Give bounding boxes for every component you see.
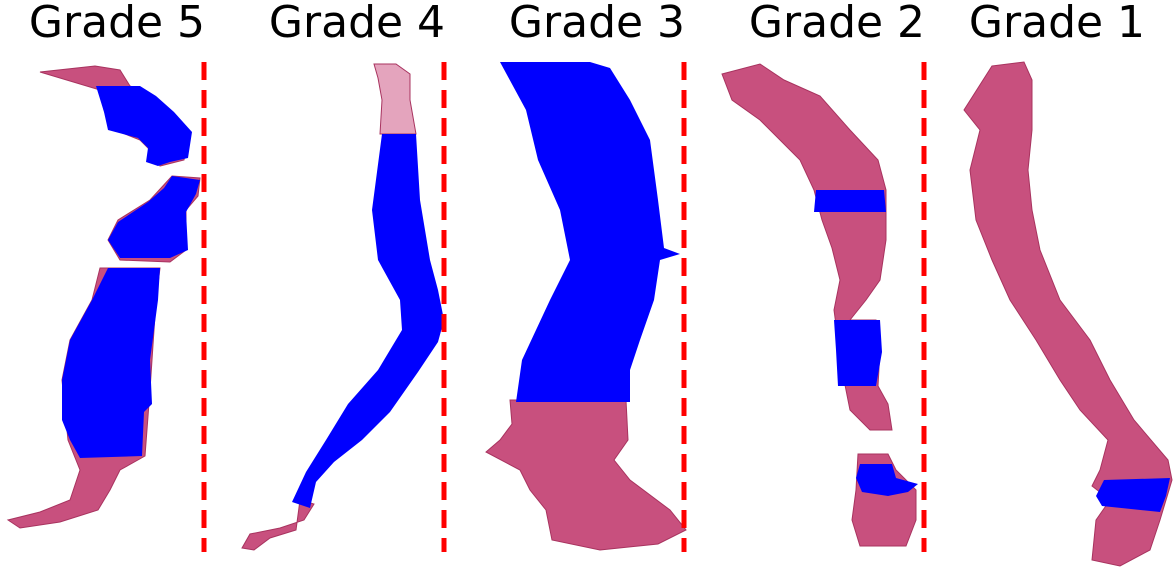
annotation-region xyxy=(834,320,882,386)
panel-title: Grade 4 xyxy=(268,0,446,48)
annotation-region xyxy=(292,134,444,508)
annotation-region xyxy=(1096,478,1170,512)
panel-title: Grade 1 xyxy=(968,0,1146,48)
tissue-core xyxy=(963,61,1173,567)
tissue-core xyxy=(485,399,687,551)
panel-grade-3: Grade 3 xyxy=(480,0,714,574)
annotation-region xyxy=(814,190,886,212)
annotation-region xyxy=(500,62,680,402)
annotation-region xyxy=(108,176,200,258)
panel-title: Grade 3 xyxy=(508,0,686,48)
biopsy-core-image xyxy=(485,62,687,552)
tissue-core xyxy=(241,499,315,551)
panel-title: Grade 5 xyxy=(28,0,206,48)
tissue-core xyxy=(373,63,417,135)
biopsy-core-image xyxy=(963,61,1173,567)
panel-grade-5: Grade 5 xyxy=(0,0,234,574)
biopsy-core-image xyxy=(241,62,447,552)
annotation-region xyxy=(856,464,918,496)
annotation-region xyxy=(96,86,192,166)
panel-title: Grade 2 xyxy=(748,0,926,48)
panel-grade-4: Grade 2 xyxy=(720,0,954,574)
panel-grade-4: Grade 4 xyxy=(240,0,474,574)
biopsy-core-image xyxy=(6,62,207,552)
annotation-region xyxy=(62,268,160,458)
biopsy-core-image xyxy=(721,62,927,552)
panel-grade-1: Grade 1 xyxy=(940,0,1174,574)
